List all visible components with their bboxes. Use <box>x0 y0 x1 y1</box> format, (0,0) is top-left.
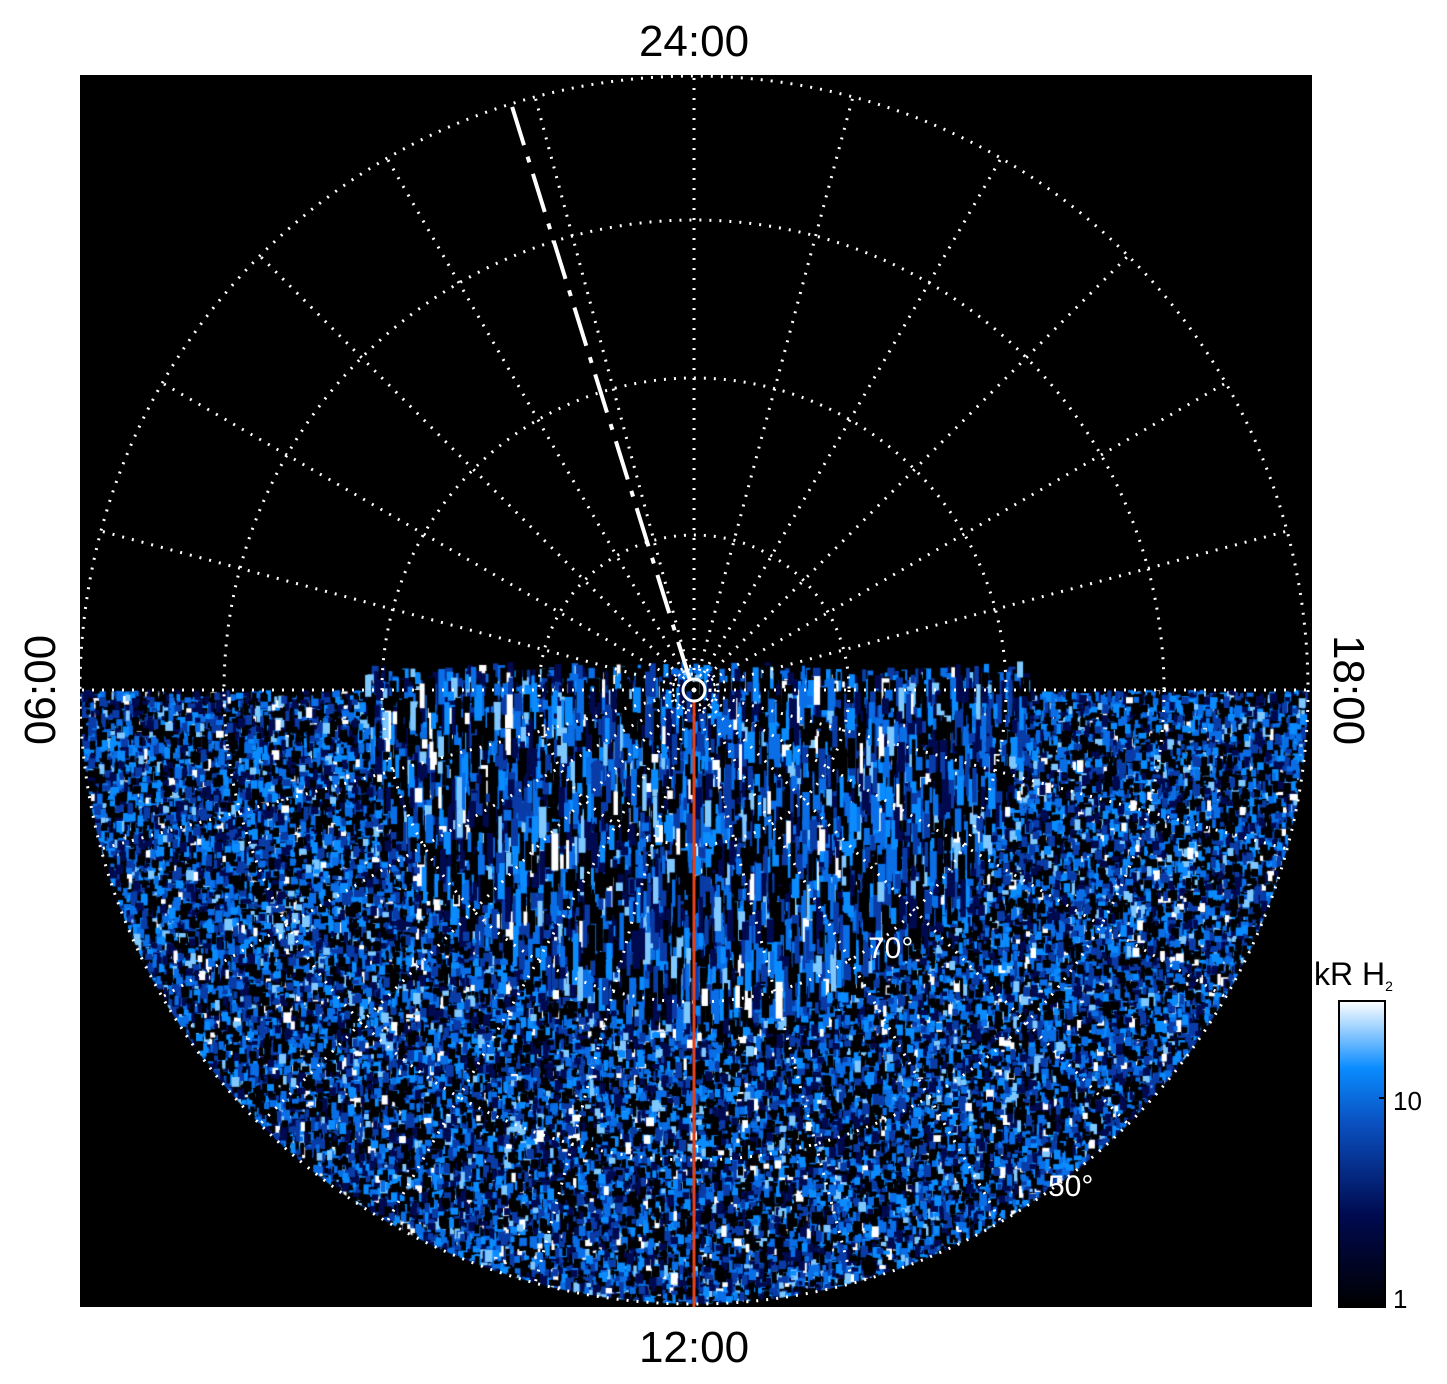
label-06: 06:00 <box>16 635 65 745</box>
meridian-line <box>692 689 855 1284</box>
colorbar-tick-10: 10 <box>1393 1086 1422 1116</box>
polar-grid <box>80 75 1310 1306</box>
latitude-circle-80 <box>537 533 851 847</box>
label-24: 24:00 <box>639 17 749 66</box>
label-18: 18:00 <box>1324 635 1373 745</box>
meridian-line <box>533 689 696 1284</box>
colorbar-tick-1: 1 <box>1393 1284 1407 1314</box>
meridian-line <box>692 254 1130 692</box>
meridian-line <box>692 157 1003 691</box>
meridian-line <box>692 688 1130 1126</box>
meridian-line <box>693 688 1288 851</box>
lat-label-50: 50° <box>1048 1170 1093 1203</box>
lat-label-70: 70° <box>868 932 913 965</box>
meridian-line <box>161 381 695 692</box>
meridian-line <box>258 688 696 1126</box>
label-12: 12:00 <box>639 1323 749 1372</box>
meridian-line <box>258 254 696 692</box>
colorbar: kR H2 10 1 <box>1314 956 1422 1314</box>
meridian-line <box>692 96 855 691</box>
meridian-line <box>692 689 1003 1223</box>
meridian-line <box>693 381 1227 692</box>
meridian-line <box>385 689 696 1223</box>
colorbar-gradient <box>1338 1000 1386 1308</box>
meridian-line <box>100 529 695 692</box>
dashed-meridian <box>508 99 692 681</box>
meridian-line <box>161 688 695 999</box>
pole-circle <box>676 672 712 708</box>
meridian-line <box>385 157 696 691</box>
meridian-line <box>100 688 695 851</box>
latitude-circle-50 <box>80 75 1310 1306</box>
meridian-line <box>693 529 1288 692</box>
meridian-line <box>693 688 1227 999</box>
meridian-line <box>533 96 696 691</box>
colorbar-title: kR H2 <box>1314 956 1393 994</box>
pole-marker <box>681 677 707 703</box>
